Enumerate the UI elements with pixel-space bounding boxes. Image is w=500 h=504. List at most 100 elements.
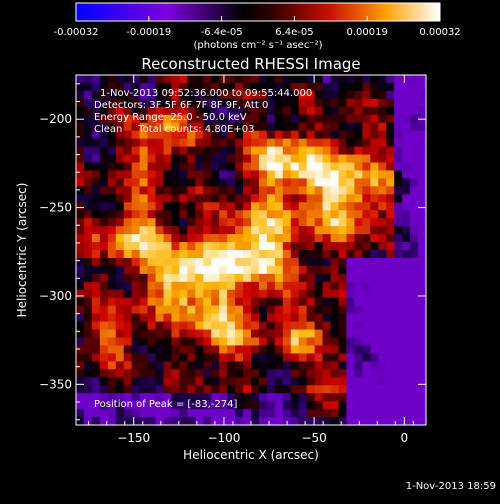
heatmap-cell: [258, 393, 268, 402]
heatmap-cell: [298, 361, 308, 370]
heatmap-cell: [290, 106, 300, 116]
heatmap-cell: [171, 305, 180, 315]
heatmap-cell: [362, 218, 371, 227]
heatmap-cell: [266, 234, 276, 243]
heatmap-cell: [91, 257, 101, 267]
heatmap-cell: [251, 385, 260, 394]
heatmap-cell: [402, 162, 411, 172]
heatmap-cell: [163, 265, 173, 275]
heatmap-cell: [322, 297, 332, 307]
heatmap-cell: [139, 361, 149, 370]
heatmap-cell: [258, 321, 268, 331]
heatmap-cell: [203, 393, 212, 402]
heatmap-cell: [99, 234, 109, 243]
heatmap-cell: [91, 202, 101, 211]
heatmap-cell: [282, 257, 292, 267]
heatmap-cell: [410, 409, 419, 418]
heatmap-cell: [362, 106, 371, 116]
heatmap-cell: [370, 345, 379, 354]
heatmap-cell: [378, 170, 387, 179]
heatmap-cell: [378, 385, 387, 394]
heatmap-cell: [83, 98, 93, 108]
heatmap-cell: [282, 305, 292, 315]
heatmap-cell: [219, 138, 228, 148]
heatmap-cell: [251, 138, 260, 148]
heatmap-cell: [258, 106, 268, 116]
heatmap-cell: [338, 250, 348, 259]
heatmap-cell: [258, 377, 268, 386]
heatmap-cell: [115, 289, 125, 299]
heatmap-cell: [83, 114, 93, 124]
heatmap-cell: [227, 289, 236, 299]
heatmap-cell: [266, 409, 276, 418]
heatmap-cell: [91, 417, 101, 425]
heatmap-cell: [394, 194, 403, 203]
heatmap-cell: [410, 75, 419, 84]
heatmap-cell: [322, 377, 332, 386]
heatmap-cell: [211, 353, 220, 362]
heatmap-cell: [282, 106, 292, 116]
heatmap-cell: [219, 337, 228, 347]
heatmap-cell: [378, 377, 387, 386]
heatmap-cell: [123, 178, 133, 187]
heatmap-cell: [171, 353, 180, 362]
heatmap-cell: [76, 154, 85, 164]
heatmap-cell: [251, 409, 260, 418]
heatmap-cell: [115, 321, 125, 331]
heatmap-cell: [386, 98, 395, 108]
heatmap-cell: [91, 154, 101, 164]
heatmap-cell: [99, 369, 109, 378]
heatmap-cell: [99, 345, 109, 354]
heatmap-cell: [282, 170, 292, 179]
heatmap-cell: [418, 321, 426, 331]
heatmap-cell: [123, 345, 133, 354]
heatmap-cell: [338, 289, 348, 299]
heatmap-cell: [219, 385, 228, 394]
heatmap-cell: [243, 369, 252, 378]
heatmap-cell: [139, 146, 149, 156]
heatmap-cell: [394, 146, 403, 156]
heatmap-cell: [410, 98, 419, 108]
heatmap-cell: [338, 321, 348, 331]
heatmap-cell: [298, 226, 308, 235]
heatmap-cell: [370, 114, 379, 124]
heatmap-cell: [274, 98, 284, 108]
heatmap-cell: [386, 114, 395, 124]
heatmap-cell: [330, 337, 340, 347]
heatmap-cell: [163, 305, 173, 315]
heatmap-cell: [266, 130, 276, 140]
heatmap-cell: [362, 234, 371, 243]
heatmap-cell: [338, 82, 348, 92]
heatmap-cell: [99, 297, 109, 307]
heatmap-cell: [195, 82, 204, 92]
heatmap-cell: [235, 250, 244, 259]
heatmap-cell: [410, 385, 419, 394]
heatmap-cell: [171, 337, 180, 347]
heatmap-cell: [338, 98, 348, 108]
heatmap-cell: [386, 242, 395, 251]
heatmap-cell: [314, 82, 324, 92]
heatmap-cell: [370, 82, 379, 92]
heatmap-cell: [227, 250, 236, 259]
heatmap-cell: [211, 186, 220, 195]
heatmap-cell: [139, 234, 149, 243]
heatmap-cell: [147, 369, 157, 378]
heatmap-cell: [394, 242, 403, 251]
heatmap-cell: [83, 250, 93, 259]
heatmap-cell: [314, 218, 324, 227]
heatmap-cell: [354, 114, 363, 124]
heatmap-cell: [83, 130, 93, 140]
heatmap-cell: [251, 289, 260, 299]
heatmap-cell: [91, 305, 101, 315]
heatmap-cell: [274, 178, 284, 187]
heatmap-cell: [107, 138, 117, 148]
heatmap-cell: [179, 98, 188, 108]
heatmap-cell: [83, 345, 93, 354]
heatmap-cell: [227, 202, 236, 211]
heatmap-cell: [370, 242, 379, 251]
annotation-peak: Position of Peak = [-83,-274]: [94, 399, 238, 410]
heatmap-cell: [282, 210, 292, 219]
heatmap-cell: [354, 122, 363, 132]
heatmap-cell: [155, 226, 165, 235]
